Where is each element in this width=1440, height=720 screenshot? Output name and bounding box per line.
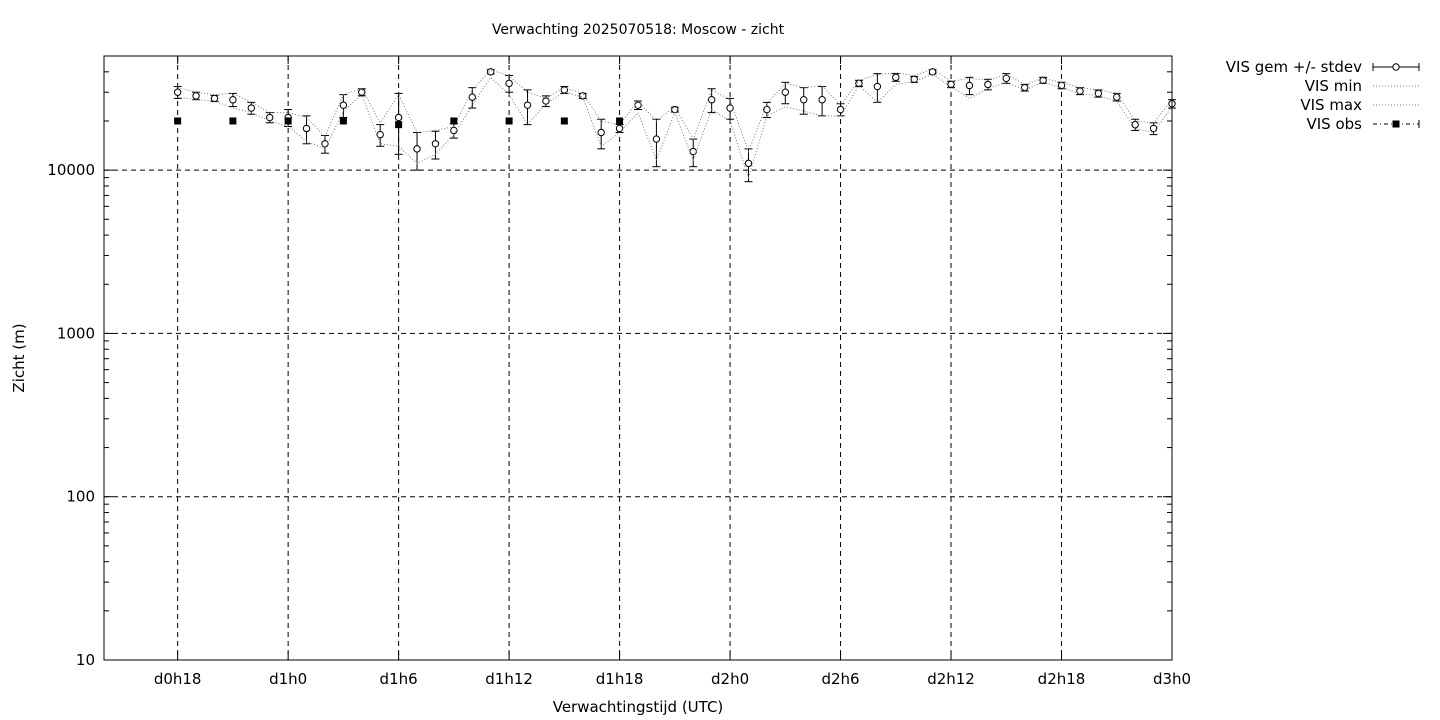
data-point [763,105,771,114]
x-tick-label: d2h6 [821,670,859,688]
data-point [836,105,845,114]
data-point [560,86,569,94]
data-point [726,104,734,112]
data-point [1002,74,1010,83]
data-point [892,73,900,82]
data-point [302,124,311,133]
data-point [579,92,587,100]
data-point [376,130,384,139]
data-point [505,117,513,125]
y-tick-label: 100 [66,488,95,506]
data-point [910,75,918,83]
data-point [652,135,661,143]
legend-label: VIS obs [1307,115,1363,133]
grid-lines [104,56,1173,660]
x-tick-label: d3h0 [1153,670,1191,688]
data-point [616,117,624,125]
x-tick-label: d1h12 [485,670,533,688]
legend-label: VIS max [1300,96,1362,114]
data-point [229,95,237,104]
x-tick-label: d1h6 [380,670,418,688]
axis-ticks: d0h18 d1h0 d1h6 d1h12 d1h18 d2h0 d2h6 d2h12 d2h1… [47,55,1191,688]
data-point [1149,124,1158,133]
data-point [229,117,237,125]
data-point [634,101,642,109]
data-point [800,95,808,104]
x-tick-label: d2h18 [1038,670,1086,688]
legend-marker [1392,120,1400,128]
data-point [947,80,955,89]
data-point [174,117,182,125]
data-point [450,117,458,125]
x-tick-label: d1h18 [596,670,644,688]
data-point [505,79,513,88]
data-point [284,117,292,125]
data-point [615,124,624,133]
series-line [177,73,1173,180]
y-tick-label: 10000 [47,161,95,179]
data-point [984,80,992,89]
plot-frame [103,55,1173,661]
data-point [1113,93,1121,101]
x-axis-label: Verwachtingstijd (UTC) [553,698,724,716]
data-point [965,81,974,90]
x-tick-label: d1h0 [269,670,307,688]
series-2 [177,68,1173,153]
data-point [818,95,826,104]
series-0 [173,68,1176,183]
series-3 [174,117,624,129]
legend-label: VIS gem +/- stdev [1226,58,1362,76]
data-point [744,159,753,168]
data-point [413,145,421,153]
data-point [321,140,329,148]
data-point [1094,89,1103,98]
data-point [1076,87,1084,95]
data-point [339,117,347,125]
data-point [597,128,605,137]
legend-marker [1392,63,1400,71]
x-tick-label: d2h12 [927,670,975,688]
data-point [1020,83,1029,92]
y-tick-label: 10 [76,651,95,669]
data-point [431,140,440,148]
data-point [523,101,532,109]
data-point [192,92,200,100]
data-point [486,68,495,76]
data-point [1039,76,1047,84]
data-point [873,82,882,91]
y-axis-label: Zicht (m) [10,323,28,392]
data-point [560,117,568,125]
data-point [247,104,256,112]
data-point [339,101,348,109]
legend-label: VIS min [1305,77,1362,95]
series-layer [173,68,1176,183]
data-point [781,88,790,96]
data-point [395,121,403,129]
data-point [173,88,182,96]
series-line [177,68,1173,153]
data-point [358,88,366,96]
data-point [394,113,403,122]
data-point [707,95,716,104]
data-point [266,113,274,122]
data-point [210,94,219,103]
series-1 [177,73,1173,180]
y-tick-label: 1000 [57,324,95,342]
chart-title: Verwachting 2025070518: Moscow - zicht [492,22,785,38]
data-point [450,126,458,135]
x-tick-label: d0h18 [154,670,202,688]
x-tick-label: d2h0 [711,670,749,688]
